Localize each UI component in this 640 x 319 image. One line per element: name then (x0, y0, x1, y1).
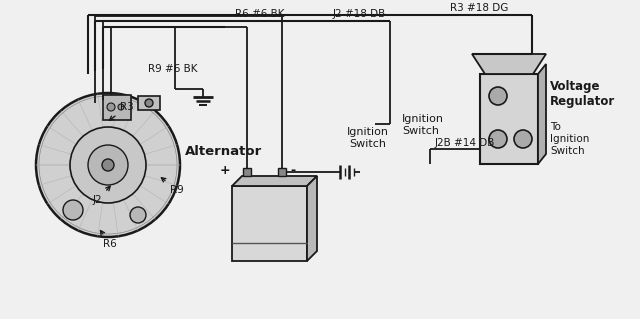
Bar (243, 168, 251, 176)
Text: Ignition
Switch: Ignition Switch (402, 114, 444, 136)
Text: R3 #18 DG: R3 #18 DG (450, 3, 508, 13)
Text: +: + (220, 164, 230, 177)
Text: J2B #14 DB: J2B #14 DB (435, 138, 495, 148)
Text: R6: R6 (100, 231, 116, 249)
Text: J2: J2 (93, 186, 110, 205)
Circle shape (63, 200, 83, 220)
Text: Voltage
Regulator: Voltage Regulator (550, 80, 615, 108)
Text: R6 #6 BK: R6 #6 BK (235, 9, 285, 19)
Polygon shape (472, 54, 546, 74)
Text: R3: R3 (109, 102, 134, 120)
Text: Ignition
Switch: Ignition Switch (347, 127, 389, 149)
Bar (232, 186, 307, 261)
Circle shape (107, 103, 115, 111)
Text: -: - (290, 164, 295, 177)
Bar (138, 96, 160, 110)
Text: Alternator: Alternator (185, 145, 262, 158)
Circle shape (489, 87, 507, 105)
Bar (103, 95, 131, 120)
Circle shape (145, 99, 153, 107)
Text: To
Ignition
Switch: To Ignition Switch (550, 122, 589, 156)
Bar (480, 74, 538, 164)
Polygon shape (307, 176, 317, 261)
Polygon shape (232, 176, 317, 186)
Circle shape (514, 130, 532, 148)
Circle shape (130, 207, 146, 223)
Circle shape (36, 93, 180, 237)
Bar (278, 168, 286, 176)
Circle shape (88, 145, 128, 185)
Text: R9: R9 (161, 178, 184, 195)
Circle shape (102, 159, 114, 171)
Polygon shape (538, 64, 546, 164)
Text: J2 #18 DB: J2 #18 DB (333, 9, 387, 19)
Circle shape (489, 130, 507, 148)
Circle shape (118, 104, 124, 110)
Text: R9 #6 BK: R9 #6 BK (148, 64, 198, 74)
Circle shape (70, 127, 146, 203)
